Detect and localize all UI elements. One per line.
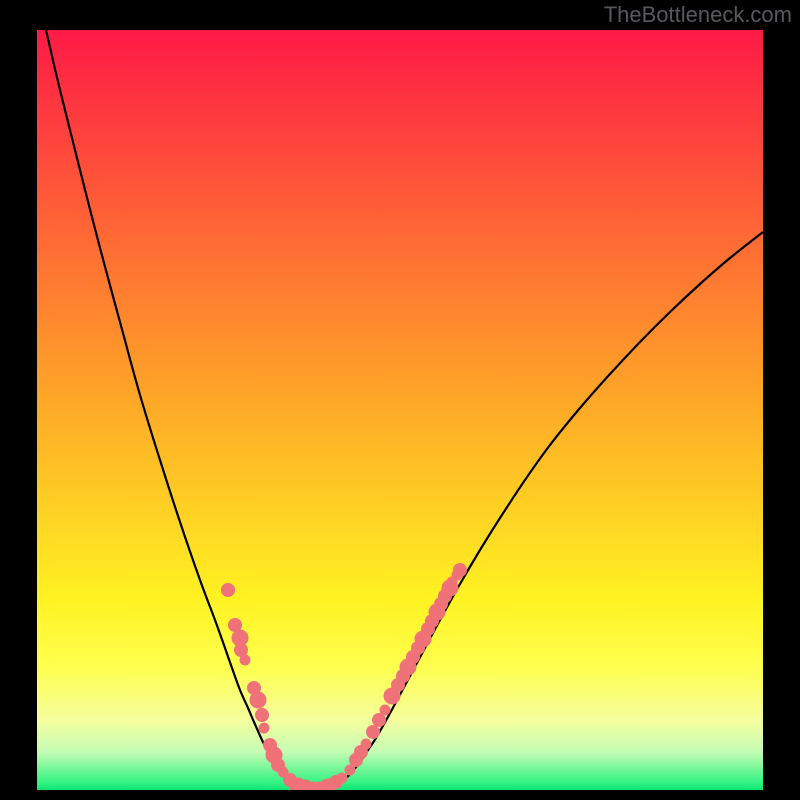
curve-left-branch (46, 30, 324, 790)
curve-overlay (37, 30, 763, 790)
watermark-text: TheBottleneck.com (604, 2, 792, 28)
data-marker (240, 655, 251, 666)
data-marker (361, 739, 372, 750)
data-marker (453, 563, 467, 577)
data-marker (221, 583, 235, 597)
curve-right-branch (324, 232, 763, 789)
data-marker (380, 705, 391, 716)
data-marker (259, 723, 270, 734)
data-marker (255, 708, 269, 722)
outer-frame: TheBottleneck.com (0, 0, 800, 800)
chart-gradient-area (37, 30, 763, 790)
data-marker (337, 773, 348, 784)
data-marker (250, 692, 267, 709)
data-marker (366, 725, 380, 739)
